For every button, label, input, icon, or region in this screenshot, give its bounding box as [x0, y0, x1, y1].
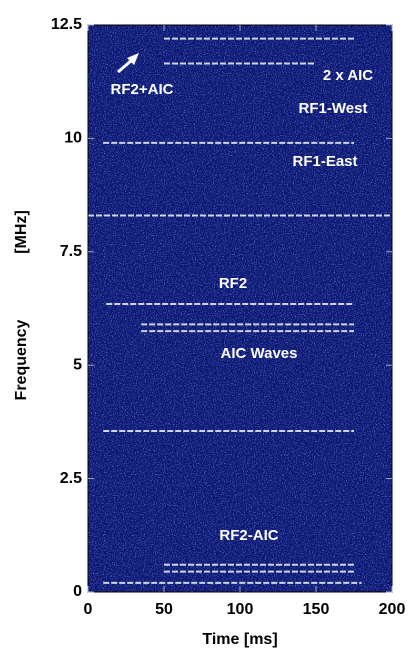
annotation: RF1-East: [292, 153, 357, 170]
y-tick-label: 2.5: [60, 470, 82, 487]
y-tick-label: 12.5: [51, 16, 82, 33]
y-tick-label: 5: [73, 356, 82, 373]
annotation: RF1-West: [299, 100, 368, 117]
y-axis-label: Frequency: [13, 319, 30, 400]
annotation: RF2-AIC: [219, 527, 278, 544]
y-tick-label: 10: [64, 130, 82, 147]
y-tick-label: 0: [73, 583, 82, 600]
noise-texture: [88, 25, 392, 592]
annotation: RF2: [219, 275, 247, 292]
x-axis-label: Time [ms]: [202, 631, 277, 648]
y-axis-unit: [MHz]: [13, 210, 30, 254]
x-tick-label: 200: [379, 601, 406, 618]
plot-area: [88, 25, 392, 592]
x-tick-label: 0: [84, 601, 93, 618]
annotation: RF2+AIC: [111, 81, 174, 98]
annotation: AIC Waves: [221, 345, 298, 362]
arrow-head: [127, 53, 139, 65]
y-tick-label: 7.5: [60, 243, 82, 260]
x-tick-label: 100: [227, 601, 254, 618]
x-tick-label: 50: [155, 601, 173, 618]
arrow-shaft: [117, 58, 133, 74]
x-tick-label: 150: [303, 601, 330, 618]
annotation: 2 x AIC: [323, 67, 373, 84]
